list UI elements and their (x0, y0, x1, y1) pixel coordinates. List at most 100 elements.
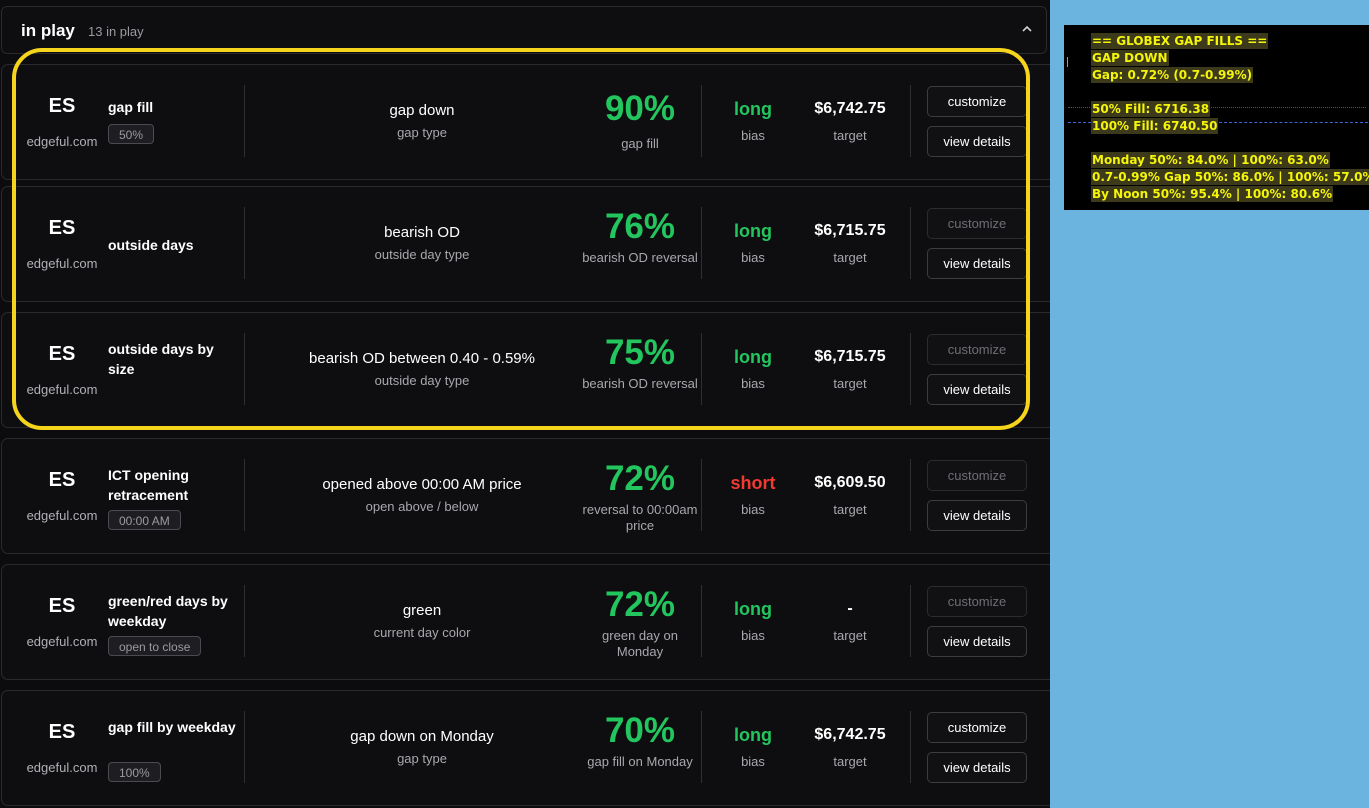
customize-button[interactable]: customize (927, 208, 1027, 239)
divider (910, 711, 911, 783)
divider (244, 333, 245, 405)
target-value: $6,715.75 (814, 222, 886, 239)
ticker-symbol: ES (48, 95, 76, 117)
probability-value: 90% (604, 89, 676, 128)
target-value: $6,715.75 (814, 348, 886, 365)
indicator-title: == GLOBEX GAP FILLS == (1091, 33, 1269, 49)
divider (244, 459, 245, 531)
divider (701, 585, 702, 657)
indicator-100-fill: 100% Fill: 6740.50 (1091, 118, 1219, 134)
bias-label: bias (741, 250, 765, 265)
bias-value: short (730, 473, 776, 493)
chevron-up-icon[interactable] (1020, 22, 1034, 36)
edge-card: ES edgeful.com outside days bearish OD outsi… (1, 186, 1050, 302)
bias-label: bias (741, 376, 765, 391)
bias-label: bias (741, 754, 765, 769)
indicator-gap-direction: GAP DOWN (1091, 50, 1169, 66)
bias-value: long (734, 599, 772, 619)
divider (701, 207, 702, 279)
customize-button[interactable]: customize (927, 86, 1027, 117)
source-site: edgeful.com (26, 508, 98, 523)
probability-value: 75% (604, 333, 676, 372)
edge-name: outside days by size (108, 341, 214, 377)
indicator-monday-stats: Monday 50%: 84.0% | 100%: 63.0% (1091, 152, 1330, 168)
edge-badge: 00:00 AM (108, 510, 181, 530)
source-site: edgeful.com (26, 634, 98, 649)
edge-card: ES edgeful.com gap fill by weekday 100% gap … (1, 690, 1050, 806)
probability-label: bearish OD reversal (582, 376, 698, 391)
condition-value: gap down on Monday (350, 728, 494, 745)
target-value: $6,609.50 (814, 474, 886, 491)
target-value: $6,742.75 (814, 100, 886, 117)
condition-value: opened above 00:00 AM price (322, 476, 522, 493)
ticker-symbol: ES (48, 469, 76, 491)
edge-card: ES edgeful.com green/red days by weekday op… (1, 564, 1050, 680)
yellow-highlight-outline (12, 48, 1030, 430)
condition-label: open above / below (365, 499, 479, 514)
target-label: target (833, 376, 867, 391)
edge-name: gap fill (108, 99, 154, 115)
target-value: - (847, 600, 853, 617)
indicator-gap-size: Gap: 0.72% (0.7-0.99%) (1091, 67, 1254, 83)
bias-value: long (734, 725, 772, 745)
ticker-symbol: ES (48, 595, 76, 617)
customize-button[interactable]: customize (927, 586, 1027, 617)
view-details-button[interactable]: view details (927, 752, 1027, 783)
bias-value: long (734, 99, 772, 119)
target-label: target (833, 502, 867, 517)
in-play-panel: in play 13 in play ES edgeful.com gap fill… (0, 0, 1050, 808)
probability-label: green day on Monday (602, 628, 678, 659)
bias-label: bias (741, 128, 765, 143)
in-play-header[interactable]: in play 13 in play (1, 6, 1047, 54)
price-cursor (1067, 57, 1068, 67)
source-site: edgeful.com (26, 134, 98, 149)
bias-value: long (734, 221, 772, 241)
probability-label: reversal to 00:00am price (582, 502, 698, 533)
divider (244, 711, 245, 783)
bias-label: bias (741, 628, 765, 643)
source-site: edgeful.com (26, 760, 98, 775)
target-value: $6,742.75 (814, 726, 886, 743)
target-label: target (833, 250, 867, 265)
condition-value: bearish OD (384, 224, 460, 241)
probability-value: 72% (604, 585, 676, 624)
edge-name: gap fill by weekday (108, 719, 236, 735)
bias-value: long (734, 347, 772, 367)
edge-name: ICT opening retracement (108, 467, 189, 503)
ticker-symbol: ES (48, 343, 76, 365)
in-play-count: 13 in play (88, 24, 144, 39)
divider (244, 585, 245, 657)
view-details-button[interactable]: view details (927, 626, 1027, 657)
condition-label: gap type (397, 751, 447, 766)
condition-value: gap down (389, 102, 455, 119)
customize-button[interactable]: customize (927, 460, 1027, 491)
customize-button[interactable]: customize (927, 334, 1027, 365)
condition-label: outside day type (374, 247, 470, 262)
edge-badge: 100% (108, 762, 161, 782)
view-details-button[interactable]: view details (927, 248, 1027, 279)
target-label: target (833, 628, 867, 643)
section-title: in play (21, 21, 75, 40)
probability-label: gap fill (621, 136, 659, 151)
edge-card: ES edgeful.com outside days by size bearish… (1, 312, 1050, 428)
probability-label: gap fill on Monday (587, 754, 693, 769)
divider (701, 711, 702, 783)
indicator-50-fill: 50% Fill: 6716.38 (1091, 101, 1211, 117)
view-details-button[interactable]: view details (927, 374, 1027, 405)
dotted-price-line (1068, 107, 1366, 108)
divider (244, 85, 245, 157)
edge-name: outside days (108, 237, 194, 253)
indicator-gap-range-stats: 0.7-0.99% Gap 50%: 86.0% | 100%: 57.0% (1091, 169, 1369, 185)
condition-label: outside day type (374, 373, 470, 388)
target-label: target (833, 754, 867, 769)
divider (244, 207, 245, 279)
probability-value: 72% (604, 459, 676, 498)
probability-label: bearish OD reversal (582, 250, 698, 265)
customize-button[interactable]: customize (927, 712, 1027, 743)
ticker-symbol: ES (48, 217, 76, 239)
condition-value: green (402, 602, 442, 619)
edge-card: ES edgeful.com ICT opening retracement 00:0… (1, 438, 1050, 554)
bias-label: bias (741, 502, 765, 517)
view-details-button[interactable]: view details (927, 500, 1027, 531)
condition-label: gap type (397, 125, 447, 140)
